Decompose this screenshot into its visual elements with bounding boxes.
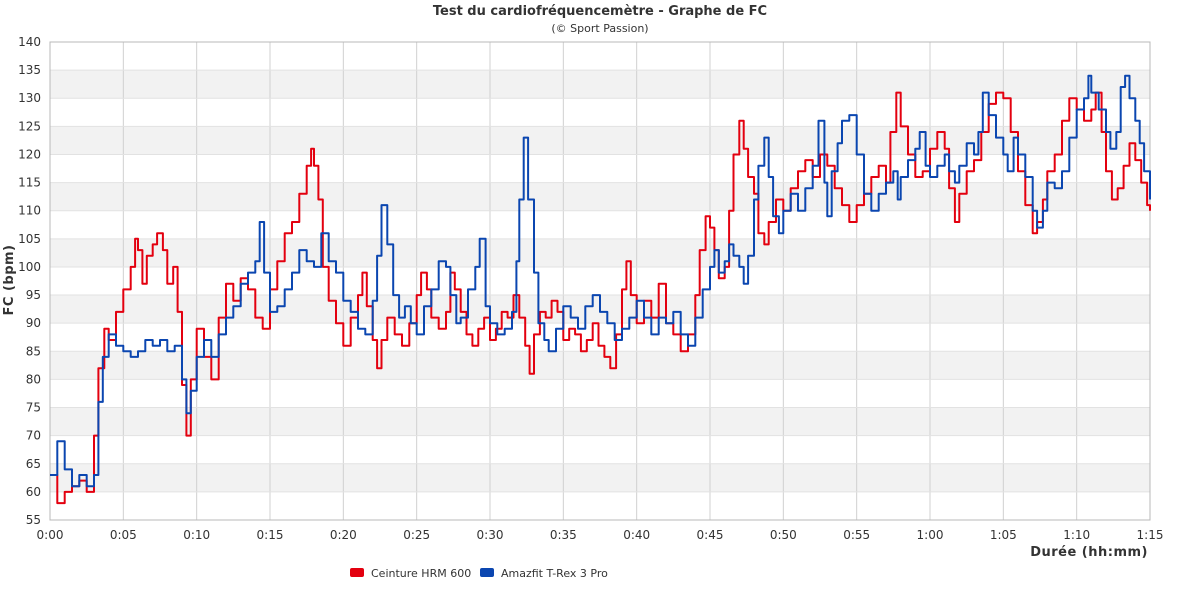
x-tick-label: 0:50 xyxy=(770,528,797,542)
x-tick-label: 0:05 xyxy=(110,528,137,542)
x-tick-label: 0:20 xyxy=(330,528,357,542)
grid-bands xyxy=(50,70,1150,492)
x-tick-label: 0:35 xyxy=(550,528,577,542)
y-tick-label: 120 xyxy=(18,147,41,161)
y-tick-label: 95 xyxy=(26,288,41,302)
y-tick-label: 55 xyxy=(26,513,41,527)
legend: Ceinture HRM 600 Amazfit T-Rex 3 Pro xyxy=(350,567,608,580)
grid-band xyxy=(50,126,1150,155)
y-tick-label: 70 xyxy=(26,429,41,443)
grid-band xyxy=(50,182,1150,211)
x-tick-label: 0:45 xyxy=(697,528,724,542)
y-tick-label: 125 xyxy=(18,119,41,133)
y-tick-label: 130 xyxy=(18,91,41,105)
y-axis-label: FC (bpm) xyxy=(2,245,17,316)
horizontal-gridlines xyxy=(50,41,1150,521)
y-tick-label: 110 xyxy=(18,204,41,218)
x-tick-label: 0:00 xyxy=(37,528,64,542)
legend-label: Amazfit T-Rex 3 Pro xyxy=(501,567,608,580)
grid-band xyxy=(50,70,1150,99)
x-tick-label: 1:10 xyxy=(1063,528,1090,542)
legend-label: Ceinture HRM 600 xyxy=(371,567,471,580)
y-tick-label: 60 xyxy=(26,485,41,499)
plot-area xyxy=(49,41,1151,521)
grid-band xyxy=(50,463,1150,492)
x-tick-label: 0:15 xyxy=(257,528,284,542)
x-tick-label: 1:00 xyxy=(917,528,944,542)
grid-band xyxy=(50,407,1150,436)
chart-subtitle: (© Sport Passion) xyxy=(551,22,648,35)
grid-band xyxy=(50,351,1150,380)
y-tick-label: 90 xyxy=(26,316,41,330)
x-tick-label: 0:25 xyxy=(403,528,430,542)
legend-swatch xyxy=(480,568,494,577)
y-tick-label: 65 xyxy=(26,457,41,471)
x-tick-label: 1:05 xyxy=(990,528,1017,542)
y-tick-label: 140 xyxy=(18,35,41,49)
grid-band xyxy=(50,238,1150,267)
y-tick-label: 75 xyxy=(26,401,41,415)
y-axis-ticks: 55 60 65 70 75 80 85 90 95 100 105 110 115 120 125 130 1… xyxy=(18,35,41,527)
chart-title: Test du cardiofréquencemètre - Graphe de… xyxy=(433,4,767,19)
y-tick-label: 105 xyxy=(18,232,41,246)
y-tick-label: 115 xyxy=(18,176,41,190)
legend-swatch xyxy=(350,568,364,577)
x-tick-label: 1:15 xyxy=(1137,528,1164,542)
x-tick-label: 0:40 xyxy=(623,528,650,542)
x-tick-label: 0:30 xyxy=(477,528,504,542)
series-line-1 xyxy=(50,91,1151,505)
y-tick-label: 135 xyxy=(18,63,41,77)
series-line-2 xyxy=(50,74,1151,488)
y-tick-label: 80 xyxy=(26,372,41,386)
y-tick-label: 85 xyxy=(26,344,41,358)
vertical-gridlines xyxy=(49,42,1151,520)
x-axis-label: Durée (hh:mm) xyxy=(1030,545,1148,560)
y-tick-label: 100 xyxy=(18,260,41,274)
x-tick-label: 0:55 xyxy=(843,528,870,542)
x-tick-label: 0:10 xyxy=(183,528,210,542)
x-axis-ticks: 0:00 0:05 0:10 0:15 0:20 0:25 0:30 0:35 0:40 0:45… xyxy=(37,528,1164,542)
series-layer xyxy=(50,74,1151,505)
